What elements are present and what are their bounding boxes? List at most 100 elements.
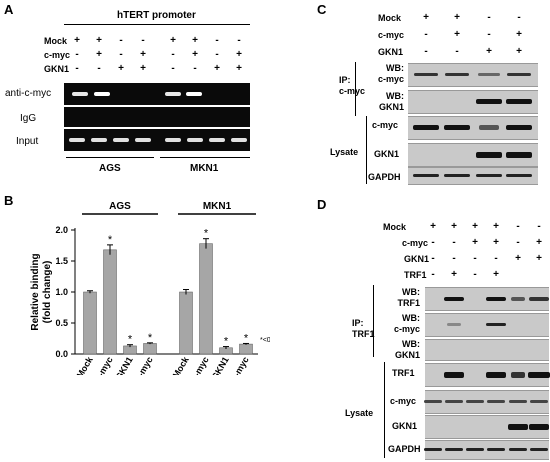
bar-chart: 0.0 0.5 1.0 1.5 2.0 Relative binding (fold cha… <box>30 201 270 375</box>
lysate-row-label: GKN1 <box>374 149 400 159</box>
blot-c-wb-c-myc <box>408 63 538 87</box>
band <box>529 297 549 301</box>
group-label: MKN1 <box>203 201 232 212</box>
band <box>486 372 506 378</box>
lysate-row-label: GAPDH <box>368 172 401 182</box>
blot-c-lysate-gkn1 <box>408 143 538 167</box>
lysate-label: Lysate <box>345 408 374 418</box>
condition-sign: + <box>192 49 198 60</box>
band <box>413 125 439 130</box>
band <box>487 448 505 451</box>
condition-sign: + <box>454 12 460 23</box>
condition-sign: - <box>75 63 79 74</box>
lysate-bracket <box>384 362 385 458</box>
band <box>508 424 528 430</box>
band <box>479 125 499 130</box>
significance-star: * <box>244 332 249 344</box>
category-label: Mock <box>171 354 192 375</box>
band <box>209 138 225 142</box>
band <box>509 400 527 403</box>
bar <box>239 343 253 355</box>
lysate-label: Lysate <box>330 147 359 157</box>
lysate-row-label: GAPDH <box>388 444 421 454</box>
condition-sign: - <box>215 49 219 60</box>
condition-sign: + <box>486 46 492 57</box>
condition-sign: + <box>118 63 124 74</box>
band <box>413 174 439 177</box>
category-label: GKN1 <box>210 355 231 375</box>
band <box>113 138 129 142</box>
band <box>530 448 548 451</box>
blot-c-lysate-gapdh <box>408 167 538 185</box>
band <box>94 92 110 96</box>
condition-sign: + <box>451 269 457 280</box>
condition-sign: + <box>516 29 522 40</box>
condition-sign: + <box>74 35 80 46</box>
condition-sign: - <box>494 253 498 264</box>
condition-sign: - <box>517 12 521 23</box>
band <box>72 92 88 96</box>
condition-sign: - <box>171 49 175 60</box>
condition-sign: - <box>119 49 123 60</box>
panel-a-label: A <box>4 2 14 17</box>
band <box>476 174 502 177</box>
y-tick-label: 0.5 <box>55 318 68 328</box>
bar <box>103 249 117 355</box>
condition-sign: + <box>236 63 242 74</box>
band <box>530 400 548 403</box>
row-label: c-myc <box>402 238 429 248</box>
condition-sign: - <box>473 269 477 280</box>
blot-d-wb-gkn1 <box>425 339 549 361</box>
blot-label: Input <box>16 136 39 147</box>
band <box>69 138 85 142</box>
lysate-row-label: GKN1 <box>392 421 418 431</box>
band <box>507 73 531 76</box>
condition-sign: + <box>516 46 522 57</box>
condition-sign: - <box>537 221 541 232</box>
blot-d-lysate-gapdh <box>424 440 549 460</box>
blot-d-wb-c-myc <box>425 313 549 337</box>
lysate-row-label: TRF1 <box>392 368 415 378</box>
condition-sign: - <box>75 49 79 60</box>
y-axis-label: Relative binding <box>30 253 41 330</box>
condition-sign: - <box>141 35 145 46</box>
panel-d-label: D <box>317 197 327 212</box>
category-label: Mock <box>75 354 96 375</box>
condition-sign: + <box>493 221 499 232</box>
row-label: Mock <box>44 36 68 46</box>
band <box>476 99 502 104</box>
condition-sign: - <box>487 29 491 40</box>
condition-sign: - <box>119 35 123 46</box>
row-label: GKN1 <box>404 254 430 264</box>
band <box>511 372 525 378</box>
significance-star: * <box>128 334 133 346</box>
condition-sign: + <box>140 49 146 60</box>
blot-label: anti-c-myc <box>5 88 52 99</box>
condition-sign: + <box>214 63 220 74</box>
panel-b-label: B <box>4 193 14 208</box>
condition-sign: - <box>431 269 435 280</box>
y-tick-label: 1.0 <box>55 287 68 297</box>
condition-sign: + <box>472 221 478 232</box>
wb-label: WB: c-myc <box>377 63 404 84</box>
band <box>486 323 506 326</box>
band <box>444 125 470 130</box>
y-tick-label: 1.5 <box>55 256 68 266</box>
row-label: Mock <box>378 13 402 23</box>
row-label: GKN1 <box>44 64 70 74</box>
condition-sign: - <box>424 29 428 40</box>
significance-star: * <box>224 336 229 348</box>
condition-sign: - <box>431 237 435 248</box>
condition-sign: + <box>472 237 478 248</box>
band <box>187 138 203 142</box>
ip-label: IP: c-myc <box>339 75 366 96</box>
band <box>486 297 506 301</box>
condition-sign: + <box>96 49 102 60</box>
band <box>424 448 442 451</box>
band <box>231 138 247 142</box>
bar <box>199 243 213 355</box>
condition-sign: + <box>536 237 542 248</box>
band <box>506 152 532 158</box>
ip-bracket <box>373 285 374 357</box>
row-label: TRF1 <box>404 270 427 280</box>
